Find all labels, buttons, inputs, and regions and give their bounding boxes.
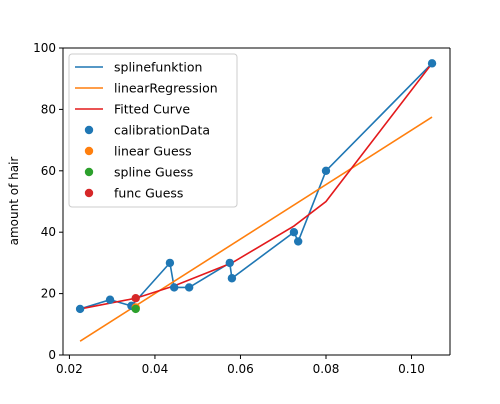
y-tick-label: 60 xyxy=(41,164,56,178)
y-axis-label: amount of hair xyxy=(7,157,21,246)
y-tick-label: 80 xyxy=(41,102,56,116)
scatter-point xyxy=(289,228,299,237)
x-tick-label: 0.08 xyxy=(313,362,340,376)
legend-label: calibrationData xyxy=(114,123,210,138)
x-tick-label: 0.06 xyxy=(227,362,254,376)
scatter-point xyxy=(427,59,437,68)
scatter-point xyxy=(321,166,331,175)
legend-label: Fitted Curve xyxy=(114,102,190,117)
y-tick-label: 20 xyxy=(41,287,56,301)
legend-label: linear Guess xyxy=(114,144,192,159)
legend-label: linearRegression xyxy=(114,81,218,96)
scatter-point xyxy=(227,274,237,283)
legend: splinefunktion linearRegression Fitted Cur… xyxy=(68,53,238,208)
x-tick-label: 0.10 xyxy=(398,362,425,376)
legend-marker-swatch xyxy=(84,167,94,177)
legend-marker-swatch xyxy=(84,125,94,135)
scatter-point xyxy=(131,294,140,303)
legend-label: func Guess xyxy=(114,186,183,201)
scatter-point xyxy=(169,283,179,292)
scatter-point xyxy=(293,237,303,246)
y-tick-label: 40 xyxy=(41,225,56,239)
legend-box xyxy=(68,53,238,208)
scatter-point xyxy=(75,304,85,314)
scatter-point xyxy=(184,283,194,292)
scatter-point xyxy=(131,304,140,314)
y-tick-label: 100 xyxy=(33,41,56,55)
x-tick-label: 0.04 xyxy=(142,362,169,376)
x-tick-label: 0.02 xyxy=(56,362,83,376)
legend-label: spline Guess xyxy=(114,165,193,180)
legend-marker-swatch xyxy=(84,146,94,156)
series-line-1 xyxy=(79,116,433,342)
scatter-point xyxy=(225,258,234,268)
scatter-point xyxy=(105,295,115,304)
scatter-point xyxy=(165,258,175,268)
legend-marker-swatch xyxy=(84,188,94,198)
y-tick-label: 0 xyxy=(48,348,56,362)
legend-label: splinefunktion xyxy=(114,60,202,75)
